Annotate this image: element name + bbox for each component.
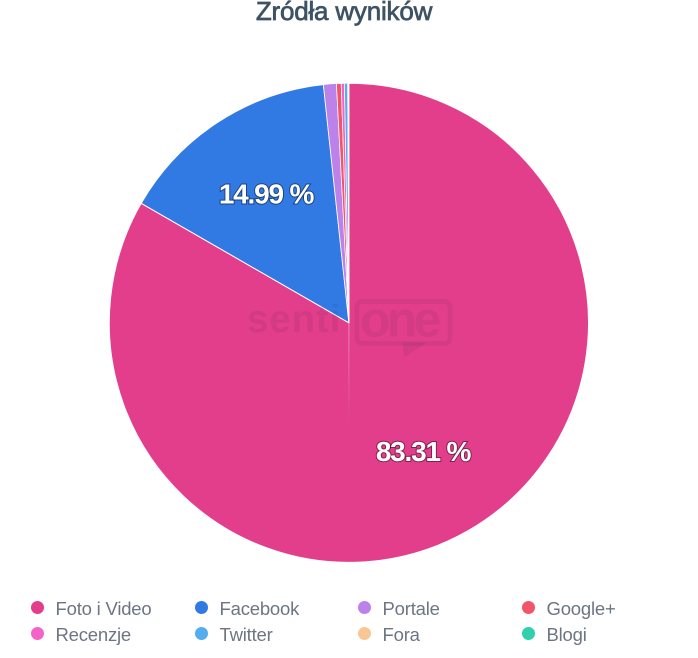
svg-text:one: one xyxy=(360,291,440,347)
svg-text:14.99 %: 14.99 % xyxy=(219,179,315,210)
svg-text:83.31 %: 83.31 % xyxy=(376,436,472,467)
svg-text:senti: senti xyxy=(247,298,341,341)
